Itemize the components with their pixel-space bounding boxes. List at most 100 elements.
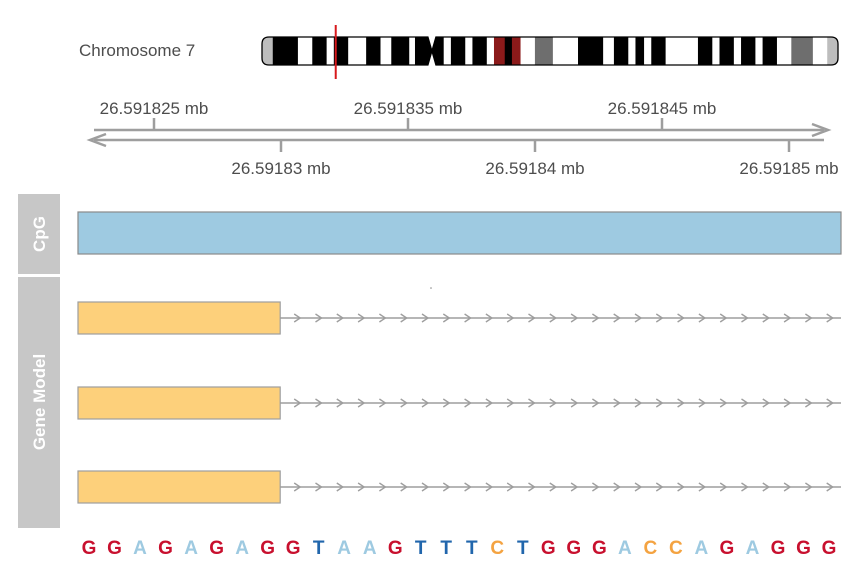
ideogram-band [827,37,839,65]
strand-arrow [826,313,834,323]
strand-arrow [549,313,558,323]
strand-arrow [613,482,621,492]
strand-arrow [400,482,408,492]
ideogram-band [644,37,652,65]
strand-arrow [805,313,813,323]
strand-arrow [783,398,792,408]
ideogram-band [603,37,615,65]
strand-arrow [826,398,834,408]
sequence-base: G [720,538,735,559]
sequence-base: C [490,538,504,559]
strand-arrow [315,398,323,408]
strand-arrow [421,313,430,323]
sequence-base: G [158,538,173,559]
gene-model-title: Gene Model [30,354,49,450]
strand-arrow [357,482,366,492]
ideogram-band [665,37,699,65]
strand-arrow [400,398,408,408]
ideogram-band [812,37,828,65]
sequence-base: T [466,538,478,559]
ideogram-bands [260,35,840,67]
axis-tick-label: 26.59183 mb [231,159,330,178]
strand-arrow [528,482,536,492]
strand-arrow [379,482,387,492]
strand-arrow [485,398,494,408]
strand-arrow [293,313,302,323]
strand-arrow [506,313,515,323]
ideogram-band [697,37,713,65]
ideogram-band [552,37,579,65]
transcripts [77,301,841,504]
sequence-base: G [260,538,275,559]
strand-arrow [613,313,621,323]
strand-arrow [421,482,430,492]
ideogram-band [578,37,604,65]
strand-arrow [762,313,771,323]
sequence-base: T [517,538,529,559]
ideogram-band [450,37,466,65]
axis-arrow-left [86,132,107,148]
sequence-base: G [209,538,224,559]
strand-arrow [336,313,345,323]
gene-model-title-panel [18,277,60,528]
strand-arrow [783,313,792,323]
ideogram-band [380,37,392,65]
strand-arrow [464,398,472,408]
strand-arrow [570,313,579,323]
strand-arrow [442,482,451,492]
ideogram-band [333,37,349,65]
ideogram-band [534,37,554,65]
cpg-title-panel [18,194,60,274]
cpg-track: CpG [18,194,842,274]
strand-arrow [528,313,536,323]
strand-arrow [805,482,813,492]
sequence-base: T [440,538,452,559]
ideogram-band [791,37,814,65]
strand-arrow [634,482,643,492]
strand-arrow [506,482,515,492]
ideogram-band [312,37,327,65]
ideogram-band [733,37,742,65]
strand-arrow [655,398,664,408]
cpg-island-feature [77,211,842,255]
sequence-base: A [133,538,147,559]
strand-arrow [421,398,430,408]
strand-arrow [655,313,664,323]
strand-arrow [293,398,302,408]
strand-arrow [741,398,749,408]
ideogram-band [776,37,792,65]
sequence-base: G [82,538,97,559]
strand-arrow [698,398,707,408]
sequence-base: G [566,538,581,559]
genome-axis: 26.591825 mb 26.591835 mb 26.591845 mb 26.5… [86,99,839,178]
axis-tick-label: 26.591845 mb [608,99,717,118]
ideogram-band [762,37,778,65]
strand-arrow [315,313,323,323]
sequence-base: A [618,538,632,559]
strand-arrow [698,313,707,323]
transcript [77,301,841,335]
exon [77,301,281,335]
strand-arrow [741,482,749,492]
sequence-base: G [286,538,301,559]
sequence-base: G [541,538,556,559]
strand-arrow [400,313,408,323]
sequence-base: G [822,538,837,559]
ideogram-band [348,37,367,65]
strand-arrow [485,313,494,323]
strand-arrow [741,313,749,323]
sequence-base: C [644,538,658,559]
strand-arrow [379,313,387,323]
strand-arrow [634,398,643,408]
strand-arrow [336,398,345,408]
strand-arrow [570,398,579,408]
ideogram-band [719,37,735,65]
ideogram-outline [261,36,839,66]
ideogram-band [465,37,473,65]
strand-arrow [336,482,345,492]
sequence-base: G [771,538,786,559]
strand-arrow [719,482,728,492]
axis-ticks: 26.591825 mb 26.591835 mb 26.591845 mb 26.5… [100,99,839,178]
strand-arrow [293,482,302,492]
